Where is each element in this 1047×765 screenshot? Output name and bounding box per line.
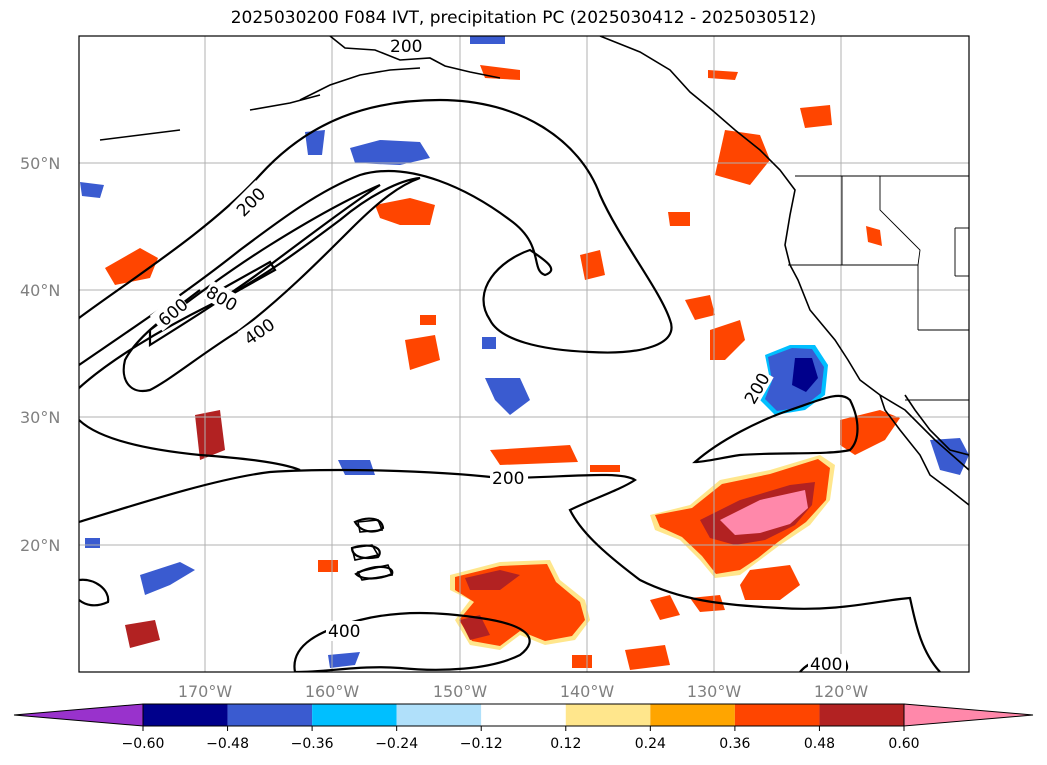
precip-blob (350, 140, 430, 165)
colorbar-tick-label: −0.12 (460, 736, 503, 752)
precip-blob (792, 358, 818, 392)
precip-blob (572, 655, 592, 668)
precip-blob (140, 562, 195, 595)
precip-blob (485, 378, 530, 415)
map-frame (78, 35, 970, 673)
lon-label: 160°W (305, 682, 360, 701)
state-borders (788, 175, 969, 401)
precip-blob (590, 465, 620, 472)
colorbar-tick-label: −0.48 (206, 736, 249, 752)
lon-label: 120°W (814, 682, 869, 701)
precip-blob (338, 460, 375, 475)
precip-blob (125, 620, 160, 648)
lon-label: 150°W (433, 682, 488, 701)
ivt-label: 400 (810, 655, 842, 675)
colorbar-swatch (734, 704, 820, 726)
ivt-label: 200 (492, 469, 524, 489)
latitude-labels: 50°N 40°N 30°N 20°N (20, 154, 60, 555)
ivt-label: 200 (390, 37, 422, 57)
colorbar-tick-label: 0.60 (888, 736, 919, 752)
precip-blob (710, 320, 745, 360)
precip-blob (305, 130, 325, 155)
lat-label: 40°N (20, 281, 60, 300)
colorbar-swatch (312, 704, 397, 726)
precip-blob (625, 645, 670, 670)
colorbar-tick-label: −0.24 (375, 736, 418, 752)
lat-label: 20°N (20, 536, 60, 555)
precip-blob (318, 560, 338, 572)
colorbar-tick-label: 0.12 (550, 736, 581, 752)
precip-blob (195, 410, 225, 460)
colorbar-swatch (396, 704, 482, 726)
map-title: 2025030200 F084 IVT, precipitation PC (2… (230, 8, 817, 28)
lat-label: 30°N (20, 408, 60, 427)
longitude-labels: 170°W 160°W 150°W 140°W 130°W 120°W (178, 682, 869, 701)
precip-blob (420, 315, 436, 325)
ivt-contour-island-b (350, 544, 381, 560)
precip-blob (708, 70, 738, 80)
precip-blob (715, 130, 770, 185)
precip-blob (650, 595, 680, 620)
colorbar-swatch (565, 704, 651, 726)
precip-blob (800, 105, 832, 128)
lat-label: 50°N (20, 154, 60, 173)
colorbar-tick-label: 0.48 (804, 736, 835, 752)
precip-blob (328, 652, 360, 668)
ivt-contour-200-east (692, 394, 859, 464)
ivt-contour-200-mid (79, 468, 941, 672)
precip-blob (580, 250, 605, 280)
colorbar: −0.60 −0.48 −0.36 −0.24 −0.12 0.12 0.24 0.36 0.4… (13, 703, 1034, 752)
precip-blob (465, 570, 520, 590)
ivt-contour-labels: 200 600 800 400 200 200 400 400 200 (149, 36, 846, 675)
precip-blob (105, 248, 158, 285)
lon-label: 170°W (178, 682, 233, 701)
precip-positive-regions (105, 65, 900, 670)
precip-blob (375, 198, 435, 225)
ivt-contour-400-west (79, 419, 301, 472)
colorbar-swatch (227, 704, 313, 726)
precip-blob (866, 226, 882, 246)
ivt-contour-200-north (79, 98, 673, 366)
precip-blob (740, 565, 800, 600)
map-plot-area: 200 600 800 400 200 200 400 400 200 (79, 36, 969, 675)
precip-blob (668, 212, 690, 226)
lon-label: 140°W (560, 682, 615, 701)
ivt-label: 400 (328, 622, 360, 642)
ivt-contour-island-c (354, 565, 394, 580)
precip-blob (85, 538, 100, 548)
precip-blob (930, 438, 969, 475)
ivt-contour-island-a (353, 517, 385, 533)
precip-blob (720, 490, 808, 535)
colorbar-tick-label: −0.60 (122, 736, 165, 752)
ivt-contours (79, 98, 941, 672)
colorbar-swatch (481, 704, 566, 726)
colorbar-swatch (650, 704, 735, 726)
precip-blob (490, 445, 578, 465)
precip-blob (482, 337, 496, 349)
colorbar-tick-label: 0.24 (635, 736, 666, 752)
precip-blob (470, 36, 505, 44)
precip-blob (685, 295, 715, 320)
ivt-contour-left-loop (79, 578, 110, 607)
lon-label: 130°W (687, 682, 742, 701)
precip-blob (460, 615, 490, 640)
precip-negative-regions (80, 36, 969, 668)
colorbar-frame (142, 703, 905, 727)
graticule (79, 36, 969, 672)
colorbar-swatch (143, 704, 228, 726)
colorbar-tick-label: 0.36 (719, 736, 750, 752)
colorbar-extend-low (13, 703, 144, 727)
colorbar-swatch (819, 704, 904, 726)
colorbar-tick-label: −0.36 (291, 736, 334, 752)
precip-blob (80, 182, 104, 198)
colorbar-extend-high (903, 703, 1034, 727)
precip-blob (405, 335, 440, 370)
